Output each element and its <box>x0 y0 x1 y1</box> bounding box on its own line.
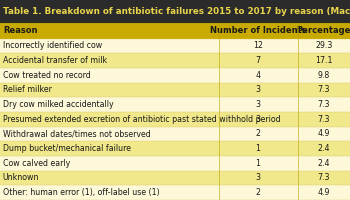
Text: 3: 3 <box>256 173 261 182</box>
Text: 17.1: 17.1 <box>315 56 332 65</box>
Bar <box>0 39 350 53</box>
Text: Presumed extended excretion of antibiotic past stated withhold period: Presumed extended excretion of antibioti… <box>3 115 280 124</box>
Text: 2: 2 <box>256 188 261 197</box>
Text: 3: 3 <box>256 100 261 109</box>
Text: Relief milker: Relief milker <box>3 85 52 94</box>
Text: Table 1. Breakdown of antibiotic failures 2015 to 2017 by reason (Macrae et al, : Table 1. Breakdown of antibiotic failure… <box>3 7 350 16</box>
Text: 4.9: 4.9 <box>317 129 330 138</box>
Text: 7.3: 7.3 <box>317 115 330 124</box>
Text: Unknown: Unknown <box>3 173 39 182</box>
Text: Dry cow milked accidentally: Dry cow milked accidentally <box>3 100 113 109</box>
Text: 29.3: 29.3 <box>315 41 332 50</box>
Text: Cow calved early: Cow calved early <box>3 159 70 168</box>
Bar <box>0 171 350 185</box>
Bar <box>0 141 350 156</box>
Text: Other: human error (1), off-label use (1): Other: human error (1), off-label use (1… <box>3 188 160 197</box>
Bar <box>0 83 350 97</box>
Text: 2.4: 2.4 <box>317 144 330 153</box>
Text: Reason: Reason <box>3 26 37 35</box>
Text: 2: 2 <box>256 129 261 138</box>
Bar <box>0 23 350 39</box>
Bar <box>0 68 350 83</box>
Text: Cow treated no record: Cow treated no record <box>3 71 91 80</box>
Bar <box>0 156 350 171</box>
Text: 2.4: 2.4 <box>317 159 330 168</box>
Text: 4: 4 <box>256 71 261 80</box>
Bar <box>0 112 350 127</box>
Text: Percentage: Percentage <box>296 26 350 35</box>
Text: Incorrectly identified cow: Incorrectly identified cow <box>3 41 102 50</box>
Text: Accidental transfer of milk: Accidental transfer of milk <box>3 56 107 65</box>
Text: 4.9: 4.9 <box>317 188 330 197</box>
Text: 1: 1 <box>256 144 261 153</box>
Text: 12: 12 <box>253 41 263 50</box>
Bar <box>0 97 350 112</box>
Text: 3: 3 <box>256 85 261 94</box>
Text: 7.3: 7.3 <box>317 85 330 94</box>
Text: 9.8: 9.8 <box>318 71 330 80</box>
Text: Dump bucket/mechanical failure: Dump bucket/mechanical failure <box>3 144 131 153</box>
Bar <box>0 53 350 68</box>
Bar <box>0 185 350 200</box>
Text: 7: 7 <box>256 56 261 65</box>
Text: 7.3: 7.3 <box>317 100 330 109</box>
Text: 3: 3 <box>256 115 261 124</box>
Text: 1: 1 <box>256 159 261 168</box>
Bar <box>0 127 350 141</box>
Bar <box>0 0 350 23</box>
Text: Withdrawal dates/times not observed: Withdrawal dates/times not observed <box>3 129 150 138</box>
Text: 7.3: 7.3 <box>317 173 330 182</box>
Text: Number of Incidents: Number of Incidents <box>210 26 307 35</box>
